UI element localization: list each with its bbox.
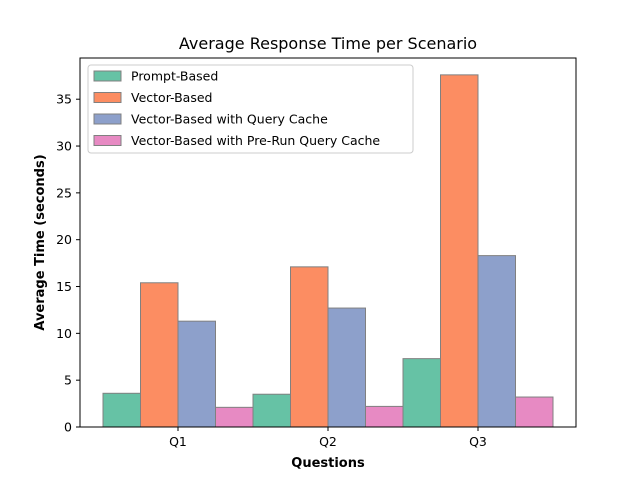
bar-q2-series-1 xyxy=(252,393,291,428)
bar-q1-series-4 xyxy=(215,406,254,428)
y-axis-title: Average Time (seconds) xyxy=(33,154,48,330)
bar-q2-series-2 xyxy=(290,266,329,428)
x-axis-title: Questions xyxy=(291,456,365,471)
bar-q3-series-3 xyxy=(477,255,516,428)
bars-group xyxy=(102,74,554,428)
legend: Prompt-Based Vector-Based Vector-Based wit… xyxy=(87,64,414,154)
y-tick-label: 30 xyxy=(56,139,72,154)
legend-swatch-series-4 xyxy=(93,135,122,146)
y-tick-label: 5 xyxy=(64,373,72,388)
bar-q2-series-3 xyxy=(327,307,366,428)
bar-q3-series-1 xyxy=(402,358,441,428)
legend-swatch-series-3 xyxy=(93,113,122,125)
bar-q3-series-2 xyxy=(440,74,479,428)
x-tick-label-q3: Q3 xyxy=(469,434,487,449)
legend-label-series-2: Vector-Based xyxy=(131,90,212,105)
legend-swatch-series-2 xyxy=(93,92,122,103)
legend-swatch-series-1 xyxy=(93,70,122,82)
y-tick-label: 15 xyxy=(56,279,72,294)
bar-q3-series-4 xyxy=(515,396,554,428)
x-tick-label-q2: Q2 xyxy=(319,434,337,449)
bar-q1-series-1 xyxy=(102,392,141,428)
y-axis: 0 5 10 15 20 25 30 35 xyxy=(56,92,80,435)
y-tick-label: 35 xyxy=(56,92,72,107)
bar-q2-series-4 xyxy=(365,405,404,428)
bar-q1-series-3 xyxy=(177,320,216,428)
y-tick-label: 20 xyxy=(56,232,72,247)
legend-label-series-3: Vector-Based with Query Cache xyxy=(131,112,328,127)
legend-box xyxy=(87,64,414,154)
y-tick-label: 25 xyxy=(56,185,72,200)
chart-title: Average Response Time per Scenario xyxy=(179,34,477,53)
x-tick-label-q1: Q1 xyxy=(169,434,187,449)
y-tick-label: 0 xyxy=(64,420,72,435)
legend-label-series-1: Prompt-Based xyxy=(131,69,218,84)
y-tick-label: 10 xyxy=(56,326,72,341)
legend-label-series-4: Vector-Based with Pre-Run Query Cache xyxy=(131,133,380,148)
bar-q1-series-2 xyxy=(140,282,179,428)
x-axis: Q1 Q2 Q3 xyxy=(169,427,487,449)
